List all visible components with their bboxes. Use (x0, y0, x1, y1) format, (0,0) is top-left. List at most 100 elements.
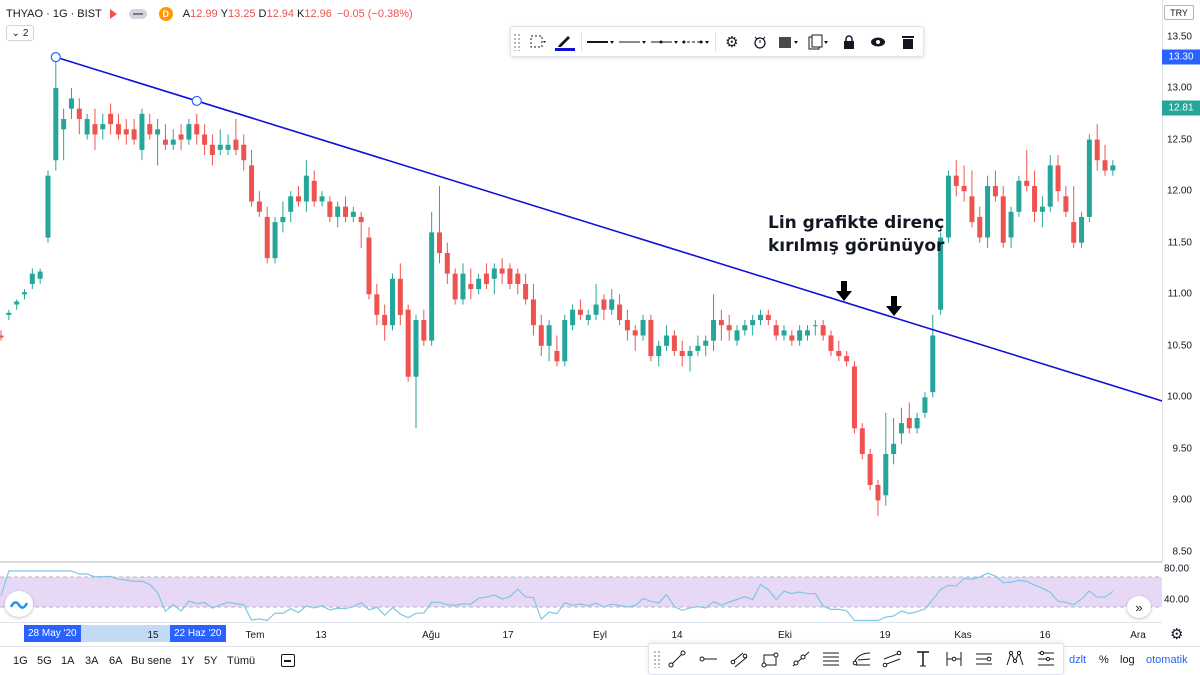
range-button[interactable]: 5G (37, 655, 52, 667)
rectangle-icon[interactable] (756, 646, 783, 672)
chart-annotation[interactable]: Lin grafikte direnç kırılmış görünüyor (768, 212, 944, 258)
line-style-solid-icon[interactable] (585, 29, 617, 55)
candle (750, 314, 756, 336)
alert-icon[interactable] (745, 29, 775, 55)
candle (327, 196, 333, 223)
range-button[interactable]: 1A (61, 655, 75, 667)
candle-body (241, 144, 247, 161)
candle-body (711, 320, 717, 341)
collapse-indicators-button[interactable]: ⌄ 2 (6, 25, 34, 41)
candle (53, 57, 59, 171)
horizontal-ray-icon[interactable] (695, 646, 722, 672)
log-scale-button[interactable]: log (1120, 654, 1135, 666)
dividend-badge[interactable]: D (158, 7, 173, 21)
lock-icon[interactable] (834, 29, 864, 55)
adjust-button[interactable]: dzlt (1069, 654, 1087, 666)
candle-body (758, 314, 764, 321)
parallel-channel-icon[interactable] (725, 646, 752, 672)
text-icon[interactable] (910, 646, 937, 672)
candle (92, 108, 98, 150)
pencil-icon[interactable] (551, 29, 579, 55)
line-style-dashdot-icon[interactable] (649, 29, 681, 55)
trend-line-icon[interactable] (664, 646, 691, 672)
clone-icon[interactable] (804, 29, 834, 55)
candle (648, 314, 654, 362)
candle-body (460, 273, 466, 300)
price-axis[interactable]: 13.50 13.00 12.50 12.00 11.50 11.00 10.50 10.00… (1162, 0, 1200, 562)
candle (374, 283, 380, 326)
candle-body (92, 124, 98, 135)
candle (898, 407, 904, 444)
range-button[interactable]: 5Y (204, 655, 218, 667)
fib-retracement-icon[interactable] (818, 646, 845, 672)
grip-icon[interactable] (513, 32, 521, 51)
candle-body (256, 201, 262, 212)
candle (969, 170, 975, 228)
price-range-icon[interactable] (940, 646, 967, 672)
price-axis-label: 13.50 (1166, 31, 1192, 42)
candle-body (288, 196, 294, 212)
currency-label[interactable]: TRY (1164, 5, 1194, 20)
trend-line[interactable] (55, 56, 1162, 449)
flag-icon[interactable] (109, 9, 117, 19)
candle-body (1032, 185, 1038, 212)
candle-body (585, 314, 591, 321)
chart-settings-gear-icon[interactable]: ⚙ (1170, 626, 1184, 643)
trend-line-anchor-start[interactable] (50, 52, 61, 63)
candle-body (867, 454, 873, 485)
rsi-indicator-icon[interactable] (5, 591, 33, 617)
price-chart[interactable] (0, 0, 1162, 622)
grip-icon[interactable] (653, 650, 661, 668)
candle-body (836, 350, 842, 357)
pitchfork-icon[interactable] (848, 646, 875, 672)
symbol-title[interactable]: THYAO · 1G · BIST (6, 8, 102, 20)
xabcd-pattern-icon[interactable] (1002, 646, 1029, 672)
range-button[interactable]: 6A (109, 655, 123, 667)
candle-body (21, 292, 27, 295)
candle (21, 289, 27, 300)
range-button[interactable]: 1Y (181, 655, 195, 667)
range-button[interactable]: Bu sene (131, 655, 172, 667)
candle-body (382, 314, 388, 326)
gann-icon[interactable] (1032, 646, 1059, 672)
candle-body (577, 309, 583, 315)
candle (664, 325, 670, 351)
eye-icon[interactable] (864, 29, 894, 55)
hide-icon[interactable] (128, 9, 147, 19)
range-button[interactable]: Tümü (227, 655, 256, 667)
range-button[interactable]: 1G (13, 655, 28, 667)
select-area-icon[interactable] (525, 29, 551, 55)
range-button[interactable]: 3A (85, 655, 99, 667)
candle (570, 304, 576, 331)
candle-body (734, 330, 740, 341)
candle (906, 402, 912, 434)
time-axis[interactable]: 28 May '20 22 Haz '20 15 Tem 13 Ağu 17 Eyl 14 E… (0, 622, 1162, 646)
line-style-dots-icon[interactable] (680, 29, 712, 55)
goto-date-icon[interactable] (281, 654, 295, 667)
candle-body (938, 237, 944, 310)
arrow-down-icon[interactable] (836, 281, 852, 301)
candle (115, 113, 121, 140)
scroll-to-realtime-button[interactable]: » (1127, 596, 1151, 618)
percent-scale-button[interactable]: % (1099, 654, 1109, 666)
candle (640, 314, 646, 341)
gear-icon[interactable]: ⚙ (725, 33, 739, 51)
candle-body (961, 185, 967, 192)
arrow-down-icon[interactable] (886, 296, 902, 316)
candle (272, 216, 278, 264)
fill-color-icon[interactable] (774, 29, 804, 55)
ray-icon[interactable] (787, 646, 814, 672)
trend-line-anchor-mid[interactable] (191, 95, 202, 107)
candle (413, 314, 419, 429)
parallel-lines-icon[interactable] (879, 646, 906, 672)
candle (335, 201, 341, 228)
candle-body (530, 299, 536, 326)
candle (695, 335, 701, 357)
candle (0, 330, 4, 341)
line-style-thin-icon[interactable] (617, 29, 649, 55)
auto-scale-button[interactable]: otomatik (1146, 654, 1188, 666)
price-axis-label: 13.00 (1166, 82, 1192, 94)
candle (781, 325, 787, 341)
date-range-icon[interactable] (971, 646, 998, 672)
trash-icon[interactable] (893, 29, 923, 55)
